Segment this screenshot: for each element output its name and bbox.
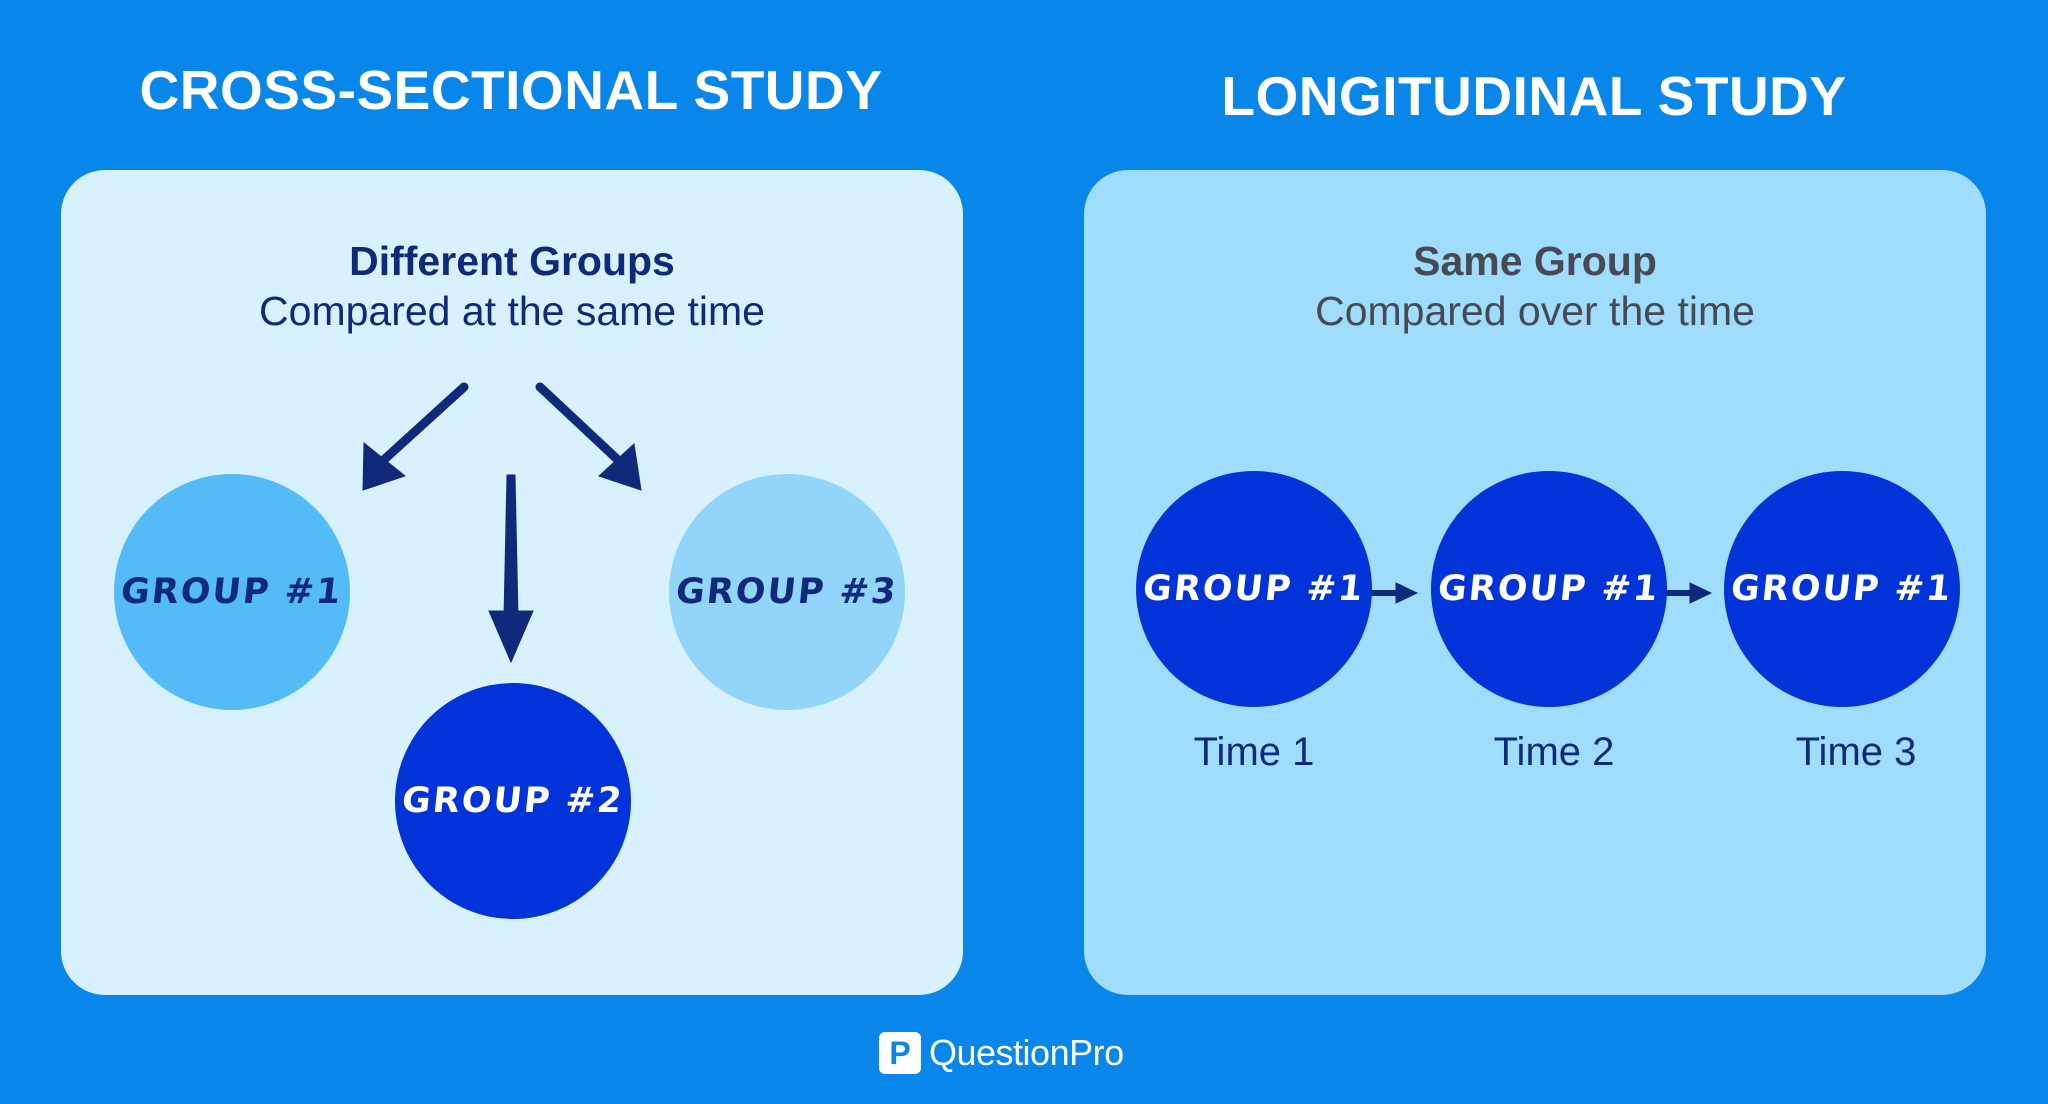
stage-1-circle: GROUP #1 xyxy=(1136,471,1372,707)
arrow-to-group-1 xyxy=(362,382,469,491)
stage-2-circle: GROUP #1 xyxy=(1431,471,1667,707)
group-2-label: GROUP #2 xyxy=(400,781,626,821)
group-1-label: GROUP #1 xyxy=(119,572,345,612)
longitudinal-heading: LONGITUDINAL STUDY xyxy=(1221,65,1847,127)
group-3-circle: GROUP #3 xyxy=(669,474,905,710)
group-3-label: GROUP #3 xyxy=(674,572,900,612)
brand-footer: P QuestionPro xyxy=(879,1030,1124,1076)
time-3-label: Time 3 xyxy=(1795,730,1917,774)
cross-sectional-arrows xyxy=(362,382,642,664)
questionpro-logo-icon: P xyxy=(879,1032,921,1074)
stage-3-circle: GROUP #1 xyxy=(1724,471,1960,707)
group-1-circle: GROUP #1 xyxy=(114,474,350,710)
cross-sectional-heading: CROSS-SECTIONAL STUDY xyxy=(139,59,883,121)
longitudinal-subtitle: Compared over the time xyxy=(1315,288,1755,334)
arrow-to-group-3 xyxy=(535,382,642,491)
longitudinal-panel: Same Group Compared over the time GROUP … xyxy=(1084,170,1986,995)
group-2-circle: GROUP #2 xyxy=(395,683,631,919)
cross-sectional-panel: Different Groups Compared at the same ti… xyxy=(61,170,963,995)
time-2-label: Time 2 xyxy=(1493,730,1615,774)
arrow-to-group-2 xyxy=(488,474,534,664)
stage-3-label: GROUP #1 xyxy=(1729,569,1955,609)
brand-name: QuestionPro xyxy=(929,1032,1124,1073)
longitudinal-title: Same Group xyxy=(1413,238,1657,284)
cross-sectional-subtitle: Compared at the same time xyxy=(259,288,765,334)
stage-2-label: GROUP #1 xyxy=(1436,569,1662,609)
logo-letter: P xyxy=(889,1035,911,1071)
stage-1-label: GROUP #1 xyxy=(1141,569,1367,609)
time-1-label: Time 1 xyxy=(1193,730,1315,774)
cross-sectional-title: Different Groups xyxy=(349,238,675,284)
